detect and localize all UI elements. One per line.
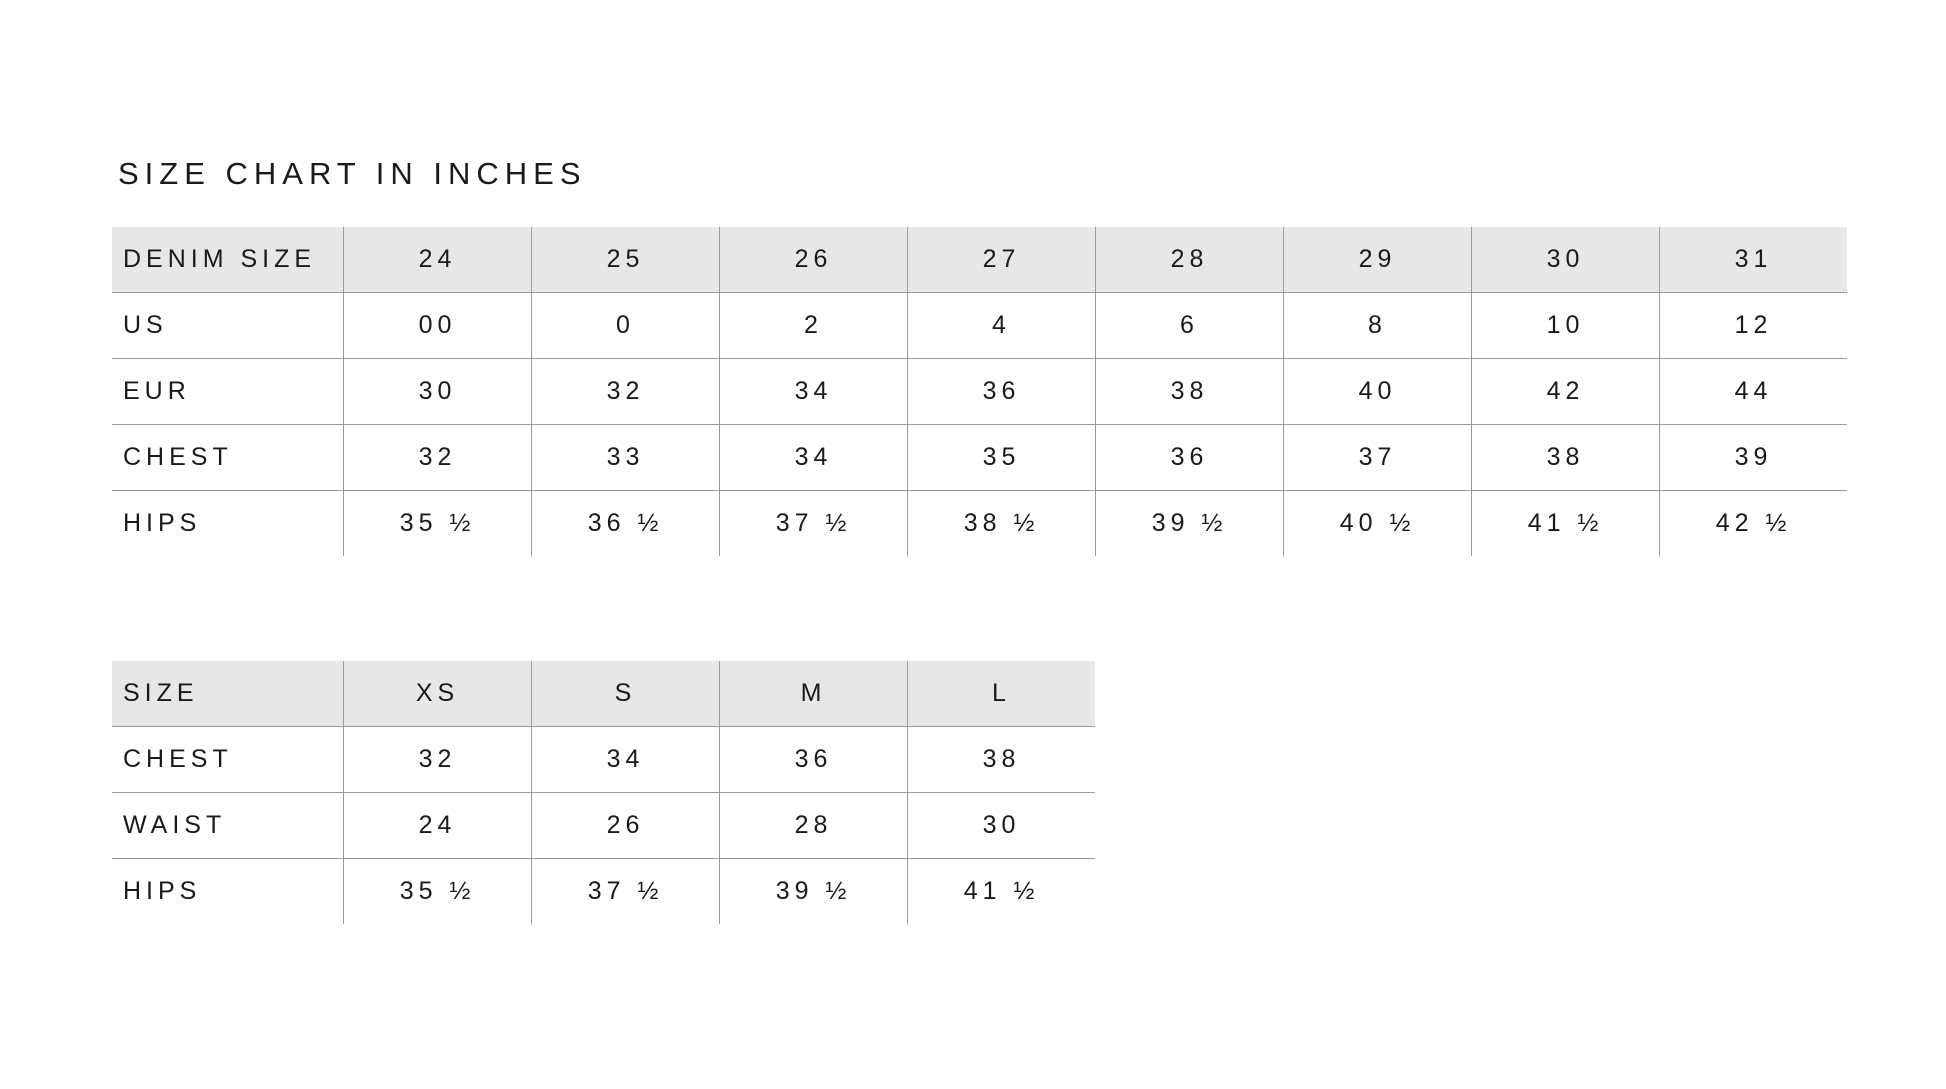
table-cell: 42	[1471, 358, 1660, 425]
table-cell: 12	[1659, 292, 1847, 359]
table-cell: 30	[343, 358, 532, 425]
table-cell: 34	[719, 424, 908, 491]
table-cell: 29	[1283, 227, 1472, 293]
table-cell: 25	[531, 227, 720, 293]
table-row: HIPS 35 ½ 37 ½ 39 ½ 41 ½	[112, 858, 1095, 924]
table-cell: 31	[1659, 227, 1847, 293]
table-cell: 4	[907, 292, 1096, 359]
table-cell: 41 ½	[1471, 490, 1660, 556]
table-cell: 39 ½	[1095, 490, 1284, 556]
row-label: DENIM SIZE	[112, 227, 344, 293]
table-cell: 38	[1095, 358, 1284, 425]
table-header-row: SIZE XS S M L	[112, 661, 1095, 727]
table-cell: 39 ½	[719, 858, 908, 924]
table-cell: 37	[1283, 424, 1472, 491]
table-header-row: DENIM SIZE 24 25 26 27 28 29 30 31	[112, 227, 1847, 293]
table-cell: 2	[719, 292, 908, 359]
table-row: WAIST 24 26 28 30	[112, 792, 1095, 859]
row-label: SIZE	[112, 661, 344, 727]
table-cell: 36 ½	[531, 490, 720, 556]
table-cell: M	[719, 661, 908, 727]
table-cell: 24	[343, 227, 532, 293]
table-cell: 44	[1659, 358, 1847, 425]
table-cell: 34	[531, 726, 720, 793]
table-cell: 37 ½	[719, 490, 908, 556]
table-cell: 34	[719, 358, 908, 425]
table-cell: 40	[1283, 358, 1472, 425]
table-cell: 41 ½	[907, 858, 1095, 924]
table-cell: 35 ½	[343, 858, 532, 924]
table-cell: XS	[343, 661, 532, 727]
table-cell: 38	[907, 726, 1095, 793]
table-cell: 37 ½	[531, 858, 720, 924]
table-row: CHEST 32 33 34 35 36 37 38 39	[112, 424, 1847, 491]
table-cell: L	[907, 661, 1095, 727]
row-label: EUR	[112, 358, 344, 425]
table-cell: 24	[343, 792, 532, 859]
table-row: CHEST 32 34 36 38	[112, 726, 1095, 793]
table-cell: 27	[907, 227, 1096, 293]
row-label: HIPS	[123, 509, 202, 537]
table-cell: 36	[1095, 424, 1284, 491]
size-table: SIZE XS S M L CHEST 32 34 36 38 WAIST 24 26 28 30 HIPS 3…	[112, 661, 1095, 924]
row-label: CHEST	[112, 726, 344, 793]
table-cell: 28	[1095, 227, 1284, 293]
table-cell: 10	[1471, 292, 1660, 359]
table-cell: 30	[907, 792, 1095, 859]
table-cell: 39	[1659, 424, 1847, 491]
row-label: US	[112, 292, 344, 359]
table-cell: 30	[1471, 227, 1660, 293]
row-label: CHEST	[112, 424, 344, 491]
table-cell: 33	[531, 424, 720, 491]
table-cell: 26	[531, 792, 720, 859]
table-cell: 40 ½	[1283, 490, 1472, 556]
table-cell: 6	[1095, 292, 1284, 359]
table-cell: 32	[343, 424, 532, 491]
table-cell: 35 ½	[343, 490, 532, 556]
table-cell: S	[531, 661, 720, 727]
table-cell: 42 ½	[1659, 490, 1847, 556]
table-cell: 0	[531, 292, 720, 359]
table-row: US 00 0 2 4 6 8 10 12	[112, 292, 1847, 359]
table-row: HIPS 35 ½ 36 ½ 37 ½ 38 ½ 39 ½ 40 ½ 41 ½ 42 ½	[112, 490, 1847, 556]
row-label: WAIST	[112, 792, 344, 859]
table-cell: 36	[719, 726, 908, 793]
table-cell: 36	[907, 358, 1096, 425]
page-title: SIZE CHART IN INCHES	[118, 156, 587, 191]
table-cell: 00	[343, 292, 532, 359]
table-cell: 26	[719, 227, 908, 293]
table-cell: 32	[343, 726, 532, 793]
denim-size-table: DENIM SIZE 24 25 26 27 28 29 30 31 US 00 0 2 4 6 8 10 12 E…	[112, 227, 1847, 556]
table-row: EUR 30 32 34 36 38 40 42 44	[112, 358, 1847, 425]
table-cell: 38 ½	[907, 490, 1096, 556]
table-cell: 28	[719, 792, 908, 859]
table-cell: 38	[1471, 424, 1660, 491]
row-label: HIPS	[123, 877, 202, 905]
table-cell: 32	[531, 358, 720, 425]
table-cell: 8	[1283, 292, 1472, 359]
table-cell: 35	[907, 424, 1096, 491]
